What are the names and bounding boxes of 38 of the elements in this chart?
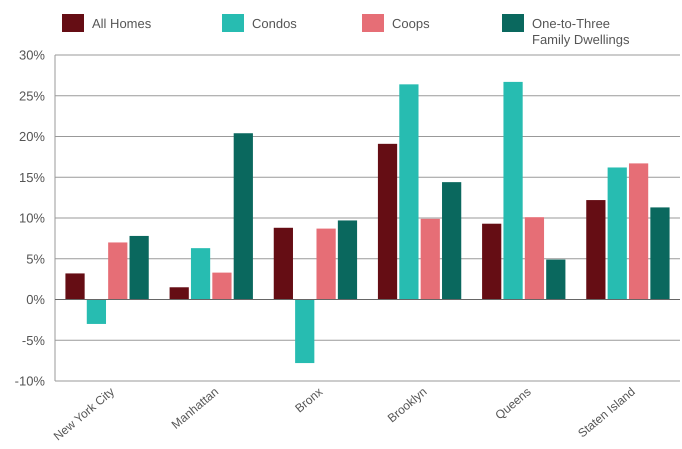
y-tick-label: 30% — [18, 48, 46, 63]
y-tick-label: 15% — [18, 170, 46, 185]
bar — [442, 182, 462, 300]
legend-label: Condos — [252, 16, 298, 31]
bar — [378, 144, 398, 300]
y-tick-label: -10% — [14, 374, 46, 389]
bar — [586, 200, 606, 300]
y-tick-label: 25% — [18, 88, 46, 104]
legend-label: Coops — [392, 16, 430, 31]
bar — [108, 242, 128, 300]
bar — [524, 217, 544, 300]
y-tick-label: 20% — [18, 129, 46, 144]
bar — [212, 272, 232, 300]
bar — [190, 248, 210, 300]
bar — [234, 133, 253, 300]
legend-label: One-to-Three Family Dwellings — [532, 16, 630, 47]
bar — [295, 300, 314, 364]
legend-label: All Homes — [92, 16, 152, 31]
bar — [399, 84, 419, 300]
bar — [86, 300, 106, 324]
bar — [274, 228, 293, 300]
bar — [503, 82, 523, 300]
bar — [420, 218, 440, 300]
bar — [316, 228, 336, 300]
bar — [650, 207, 670, 300]
bar — [482, 224, 502, 300]
bar — [546, 260, 566, 300]
y-tick-label: 10% — [18, 210, 46, 226]
bar — [170, 287, 189, 300]
y-tick-label: -5% — [22, 332, 46, 348]
y-tick-label: 5% — [26, 251, 46, 266]
bar — [130, 236, 149, 300]
bar — [608, 167, 627, 300]
bar — [628, 163, 648, 300]
bar — [65, 273, 85, 300]
bar — [338, 220, 358, 300]
x-tick-label: New York City — [50, 384, 118, 444]
y-tick-label: 0% — [26, 292, 46, 308]
